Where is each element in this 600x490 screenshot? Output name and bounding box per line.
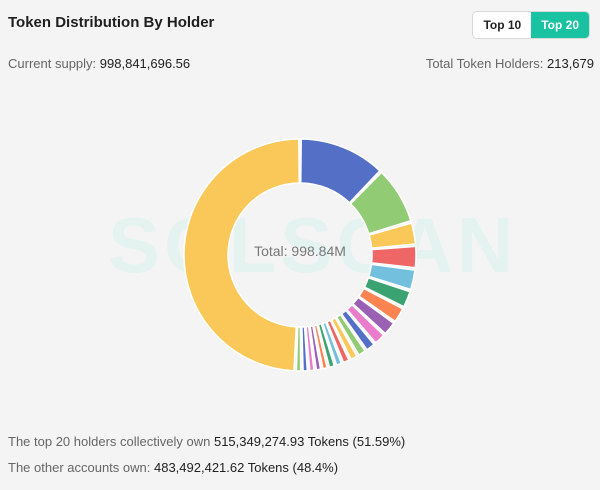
donut-slice-11[interactable] xyxy=(335,313,366,356)
donut-slice-14[interactable] xyxy=(321,321,343,366)
donut-slice-5[interactable] xyxy=(367,263,416,291)
other-accounts-summary: The other accounts own: 483,492,421.62 T… xyxy=(8,460,338,475)
donut-slice-9[interactable] xyxy=(346,304,385,344)
donut-slice-13[interactable] xyxy=(326,319,350,364)
donut-slice-12[interactable] xyxy=(330,317,358,360)
top-holders-text: The top 20 holders collectively own xyxy=(8,434,211,449)
donut-slice-21[interactable] xyxy=(183,138,300,372)
current-supply: Current supply: 998,841,696.56 xyxy=(8,56,190,71)
donut-slice-15[interactable] xyxy=(317,323,336,368)
top-holders-summary: The top 20 holders collectively own 515,… xyxy=(8,434,405,449)
donut-slice-1[interactable] xyxy=(300,138,381,204)
tab-top-10[interactable]: Top 10 xyxy=(483,18,522,32)
total-holders-label: Total Token Holders: xyxy=(425,56,544,71)
donut-slice-4[interactable] xyxy=(370,245,417,269)
holder-count-toggle: Top 10 Top 20 xyxy=(472,11,590,39)
page-title: Token Distribution By Holder xyxy=(8,14,215,31)
tab-top-20[interactable]: Top 20 xyxy=(531,12,589,38)
donut-slice-10[interactable] xyxy=(340,309,375,351)
donut-slice-8[interactable] xyxy=(352,296,395,335)
total-holders: Total Token Holders: 213,679 xyxy=(426,56,594,71)
other-accounts-text: The other accounts own: xyxy=(8,460,151,475)
current-supply-label: Current supply: xyxy=(8,56,97,71)
watermark-logo: SOLSCAN xyxy=(108,201,518,289)
donut-slice-6[interactable] xyxy=(363,277,411,308)
chart-center-label: Total: 998.84M xyxy=(254,243,346,259)
donut-slice-20[interactable] xyxy=(295,326,302,372)
donut-slice-16[interactable] xyxy=(313,324,328,370)
donut-slice-7[interactable] xyxy=(358,287,404,323)
distribution-donut-chart xyxy=(183,138,417,372)
total-holders-value: 213,679 xyxy=(547,56,594,71)
donut-slice-19[interactable] xyxy=(301,326,309,372)
current-supply-value: 998,841,696.56 xyxy=(99,56,191,71)
donut-slice-17[interactable] xyxy=(309,325,322,371)
donut-slice-18[interactable] xyxy=(305,325,315,372)
top-holders-value: 515,349,274.93 Tokens (51.59%) xyxy=(213,434,406,449)
donut-slice-2[interactable] xyxy=(349,171,412,235)
donut-slice-3[interactable] xyxy=(368,222,417,249)
other-accounts-value: 483,492,421.62 Tokens (48.4%) xyxy=(153,460,339,475)
